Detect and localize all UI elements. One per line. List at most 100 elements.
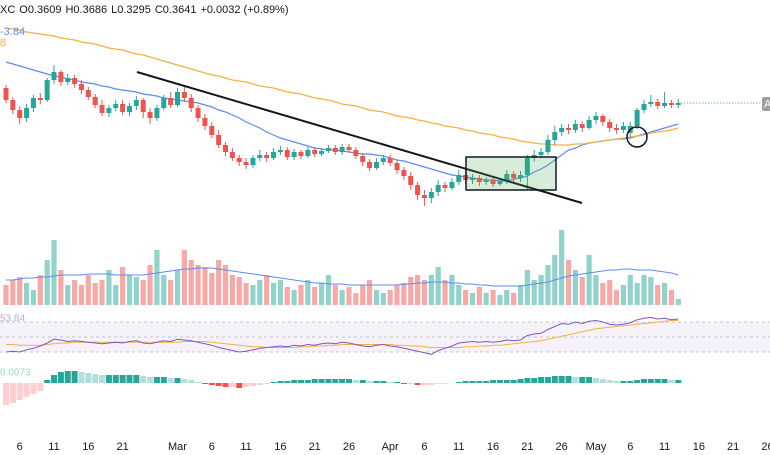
volume-bar: [476, 287, 482, 305]
candle-body: [579, 124, 585, 128]
volume-bar: [209, 273, 215, 305]
candle-body: [44, 80, 50, 100]
volume-bar: [37, 275, 43, 305]
background-layer: [0, 321, 770, 353]
macd-bar: [57, 372, 64, 383]
macd-bar: [675, 380, 682, 383]
candle-body: [133, 100, 139, 106]
candle-body: [572, 124, 578, 130]
symbol: XC: [0, 4, 16, 16]
volume-bar: [10, 280, 16, 305]
candle-body: [147, 112, 153, 118]
x-tick-label: 11: [240, 441, 251, 453]
macd-bar: [236, 383, 243, 388]
candle-body: [559, 128, 565, 132]
volume-bar: [51, 240, 57, 305]
candle-body: [655, 102, 661, 106]
highlight-box: [465, 156, 557, 191]
macd-bar: [284, 381, 291, 383]
volume-bar: [229, 275, 235, 305]
macd-bar: [297, 380, 304, 383]
volume-bar: [627, 275, 633, 305]
candle-body: [37, 98, 43, 100]
candle-body: [99, 105, 105, 113]
candle-body: [360, 156, 366, 162]
macd-bar: [311, 379, 318, 383]
macd-bar: [558, 376, 565, 383]
volume-bar: [113, 285, 119, 305]
volume-bar: [174, 270, 181, 305]
ohlc-close: C0.3641: [154, 4, 197, 16]
macd-bar: [99, 375, 106, 383]
volume-bar: [648, 277, 654, 305]
x-tick-label: 11: [453, 441, 464, 453]
volume-bar: [504, 290, 510, 305]
candle-body: [243, 162, 249, 165]
volume-bar: [339, 290, 345, 305]
macd-bar: [544, 377, 551, 383]
trend-line: [136, 71, 583, 204]
volume-bar: [257, 280, 263, 305]
volume-bar: [99, 280, 105, 305]
macd-bar: [455, 382, 462, 383]
x-tick-label: 16: [82, 441, 94, 453]
x-tick-label: 26: [761, 441, 770, 453]
volume-bar: [408, 277, 414, 305]
ohlc-high: H0.3686: [65, 4, 108, 16]
candle-body: [593, 116, 599, 120]
candle-body: [538, 152, 544, 155]
volume-bar: [126, 275, 133, 305]
macd-bar: [627, 381, 634, 383]
macd-bar: [531, 378, 538, 383]
candle-body: [161, 98, 167, 108]
x-tick-label: 6: [209, 441, 215, 453]
volume-bar: [188, 260, 194, 305]
x-tick-label: 16: [274, 441, 286, 453]
candle-body: [373, 162, 379, 168]
volume-bar: [44, 260, 50, 305]
macd-bar: [346, 379, 352, 383]
macd-bar: [339, 379, 346, 383]
macd-bar: [435, 383, 442, 384]
volume-bar: [277, 280, 283, 305]
candle-body: [524, 158, 530, 175]
x-tick-label: 11: [48, 441, 59, 453]
volume-bar: [600, 283, 606, 305]
volume-bar: [181, 250, 187, 305]
volume-bar: [264, 275, 270, 305]
candle-body: [51, 72, 57, 80]
macd-bar: [78, 372, 85, 383]
legend-entry: 8: [0, 37, 6, 49]
macd-bar: [229, 383, 236, 387]
candle-body: [394, 163, 400, 170]
volume-bar: [456, 285, 462, 305]
x-tick-label: 11: [659, 441, 670, 453]
candle-body: [476, 178, 482, 182]
candle-body: [614, 128, 620, 130]
volume-bar: [449, 275, 455, 305]
macd-bar: [92, 374, 99, 383]
ohlc-open: O0.3609: [19, 4, 62, 16]
candle-body: [3, 88, 9, 100]
volume-bar: [655, 285, 661, 305]
volume-bar: [243, 283, 249, 305]
candle-body: [332, 148, 338, 152]
volume-bar: [497, 295, 503, 305]
volume-bar: [517, 285, 524, 305]
macd-bar: [483, 381, 490, 383]
macd-bar: [373, 381, 380, 383]
candle-body: [291, 152, 297, 157]
volume-bar: [572, 270, 578, 305]
candle-body: [566, 128, 572, 130]
macd-bar: [147, 377, 154, 383]
volume-bar: [147, 265, 153, 305]
candle-body: [264, 155, 270, 158]
volume-bar: [360, 285, 366, 305]
macd-bar: [3, 383, 9, 405]
candle-body: [30, 98, 36, 108]
macd-bar: [634, 380, 641, 383]
candle-body: [106, 108, 112, 113]
candle-body: [229, 152, 235, 158]
candle-body: [435, 185, 441, 192]
x-tick-label: 16: [693, 441, 705, 453]
